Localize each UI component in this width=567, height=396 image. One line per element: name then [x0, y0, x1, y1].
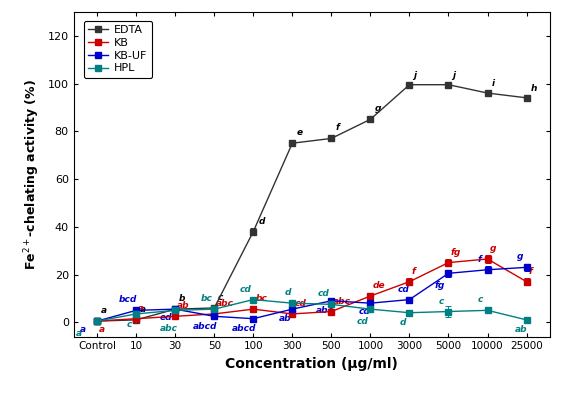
Text: j: j	[413, 71, 417, 80]
Text: bcd: bcd	[119, 295, 137, 305]
Legend: EDTA, KB, KB-UF, HPL: EDTA, KB, KB-UF, HPL	[84, 21, 152, 78]
Text: c: c	[126, 320, 132, 329]
Text: a: a	[140, 305, 146, 314]
Text: abc: abc	[159, 324, 177, 333]
Text: j: j	[452, 71, 455, 80]
Text: fg: fg	[450, 248, 461, 257]
Text: fg: fg	[435, 281, 445, 290]
Text: abc: abc	[216, 299, 234, 308]
Text: cd: cd	[318, 289, 329, 299]
Text: c: c	[218, 293, 223, 302]
Text: g: g	[517, 252, 523, 261]
Text: bc: bc	[255, 294, 267, 303]
Text: i: i	[492, 79, 494, 88]
Text: ed: ed	[159, 313, 172, 322]
Text: abc: abc	[316, 306, 334, 315]
Text: a: a	[138, 304, 144, 313]
Text: c: c	[439, 297, 444, 306]
Text: cd: cd	[294, 299, 306, 308]
Text: d: d	[285, 288, 291, 297]
Text: h: h	[531, 84, 537, 93]
Text: cd: cd	[359, 307, 371, 316]
Text: a: a	[101, 306, 107, 315]
X-axis label: Concentration (μg/ml): Concentration (μg/ml)	[226, 357, 398, 371]
Text: ab: ab	[278, 314, 291, 324]
Text: c: c	[478, 295, 483, 305]
Text: cd: cd	[397, 285, 409, 293]
Text: f: f	[478, 255, 481, 264]
Text: f: f	[335, 124, 339, 132]
Text: bc: bc	[201, 294, 213, 303]
Text: abcd: abcd	[193, 322, 217, 331]
Text: cd: cd	[357, 317, 369, 326]
Text: d: d	[400, 318, 406, 327]
Text: abc: abc	[333, 297, 352, 306]
Text: a: a	[99, 325, 105, 334]
Text: e: e	[296, 128, 302, 137]
Text: g: g	[489, 244, 496, 253]
Text: b: b	[179, 294, 185, 303]
Text: ab: ab	[177, 301, 190, 310]
Text: ab: ab	[515, 325, 527, 334]
Text: de: de	[373, 281, 385, 290]
Text: a: a	[75, 329, 82, 338]
Y-axis label: Fe$^{2+}$-chelating activity (%): Fe$^{2+}$-chelating activity (%)	[23, 79, 42, 270]
Text: a: a	[79, 325, 86, 334]
Text: f: f	[412, 267, 415, 276]
Text: abcd: abcd	[232, 324, 256, 333]
Text: f: f	[528, 267, 532, 276]
Text: g: g	[374, 105, 381, 113]
Text: cd: cd	[240, 285, 252, 293]
Text: d: d	[259, 217, 266, 226]
